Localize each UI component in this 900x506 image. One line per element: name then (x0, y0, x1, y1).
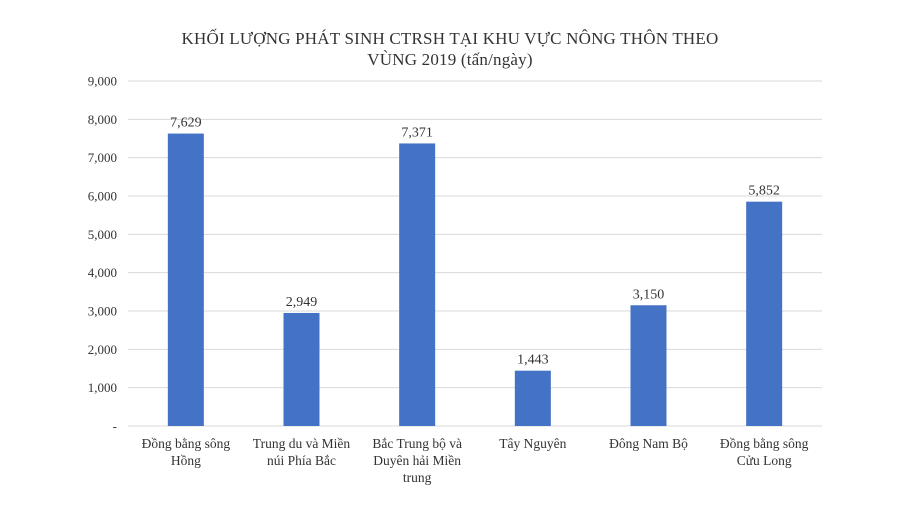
bar (746, 201, 783, 426)
y-tick-label: 3,000 (88, 304, 117, 319)
data-label: 7,629 (170, 116, 202, 131)
y-tick-label: 6,000 (88, 189, 117, 204)
bar (514, 370, 551, 426)
x-tick-label: trung (403, 470, 432, 485)
y-tick-label: 5,000 (88, 227, 117, 242)
data-label: 5,852 (748, 184, 780, 199)
data-label: 3,150 (633, 287, 665, 302)
chart-title: KHỐI LƯỢNG PHÁT SINH CTRSH TẠI KHU VỰC N… (90, 28, 810, 70)
bar (167, 133, 204, 426)
y-tick-label: 8,000 (88, 112, 117, 127)
x-tick-label: Đông Nam Bộ (609, 436, 688, 451)
y-tick-label: 1,000 (88, 380, 117, 395)
x-tick-label: núi Phía Bắc (267, 453, 336, 468)
bar (283, 312, 320, 426)
data-label: 2,949 (286, 295, 318, 310)
y-tick-label: 2,000 (88, 342, 117, 357)
x-tick-label: Tây Nguyên (499, 436, 566, 451)
y-tick-label: 9,000 (88, 74, 117, 89)
chart-title-line-1: KHỐI LƯỢNG PHÁT SINH CTRSH TẠI KHU VỰC N… (181, 29, 719, 48)
data-label: 1,443 (517, 353, 549, 368)
y-tick-label: 7,000 (88, 150, 117, 165)
y-tick-label: 4,000 (88, 265, 117, 280)
y-tick-label: - (113, 419, 117, 434)
x-tick-label: Hồng (171, 453, 201, 468)
x-tick-label: Cửu Long (737, 453, 792, 468)
data-label: 7,371 (401, 125, 433, 140)
x-tick-label: Đồng bằng sông (720, 436, 809, 451)
chart-title-line-2: VÙNG 2019 (tấn/ngày) (367, 50, 533, 69)
x-tick-label: Đồng bằng sông (142, 436, 231, 451)
x-tick-label: Duyên hải Miền (373, 453, 461, 468)
bar (399, 143, 436, 426)
bar (630, 305, 667, 426)
x-tick-label: Bắc Trung bộ và (372, 436, 462, 451)
x-tick-label: Trung du và Miền (253, 436, 351, 451)
